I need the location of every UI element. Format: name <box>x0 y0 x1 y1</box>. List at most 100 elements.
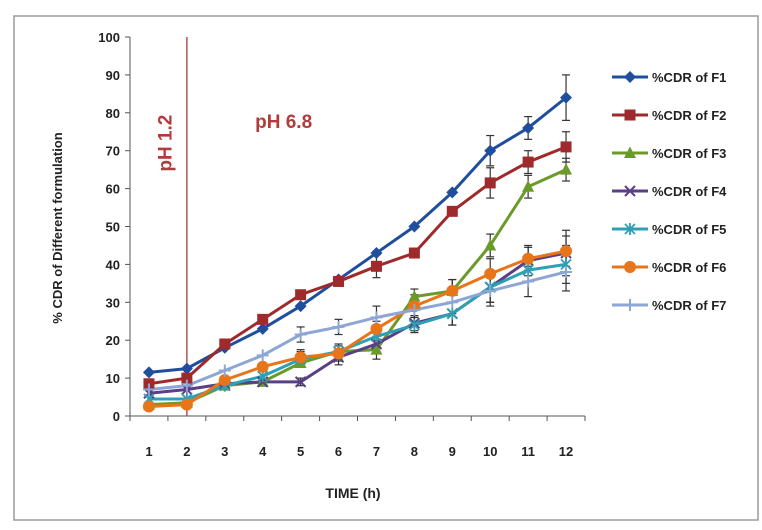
x-tick-label: 7 <box>373 444 380 459</box>
data-point <box>142 400 155 413</box>
data-point <box>294 300 307 313</box>
x-tick-label: 5 <box>297 444 304 459</box>
data-point <box>142 383 155 396</box>
data-point <box>370 260 382 272</box>
data-point <box>624 299 636 311</box>
data-point <box>370 322 383 335</box>
legend-entry: %CDR of F1 <box>612 70 726 85</box>
series-line <box>148 262 567 401</box>
y-tick-label: 40 <box>106 257 120 272</box>
x-tick-label: 3 <box>221 444 228 459</box>
x-tick-label: 9 <box>449 444 456 459</box>
x-axis-label: TIME (h) <box>325 485 380 501</box>
legend-entry: %CDR of F5 <box>612 222 726 237</box>
data-point <box>624 146 636 158</box>
data-point <box>408 290 421 302</box>
data-point <box>256 349 269 362</box>
data-point <box>180 379 193 392</box>
data-point <box>180 362 193 375</box>
legend-label: %CDR of F1 <box>652 70 726 85</box>
y-tick-label: 10 <box>106 371 120 386</box>
legend-entry: %CDR of F4 <box>612 184 727 199</box>
data-point <box>560 141 572 153</box>
data-point <box>522 252 535 265</box>
data-point <box>522 264 534 277</box>
y-tick-label: 80 <box>106 106 120 121</box>
data-point <box>408 319 421 332</box>
data-point <box>522 275 535 288</box>
data-point <box>370 343 383 355</box>
data-point <box>484 284 497 297</box>
data-point <box>181 372 193 384</box>
data-point <box>560 163 573 175</box>
legend-label: %CDR of F2 <box>652 108 726 123</box>
y-tick-label: 30 <box>106 295 120 310</box>
data-point <box>560 91 573 104</box>
data-point <box>484 144 497 157</box>
data-point <box>180 398 193 411</box>
legend-label: %CDR of F3 <box>652 146 726 161</box>
legend-label: %CDR of F5 <box>652 222 726 237</box>
data-point <box>142 366 155 379</box>
y-tick-label: 70 <box>106 144 120 159</box>
legend-entry: %CDR of F2 <box>612 108 726 123</box>
y-tick-label: 90 <box>106 68 120 83</box>
data-point <box>408 303 421 316</box>
data-point <box>522 180 535 192</box>
data-point <box>332 347 345 360</box>
x-tick-label: 10 <box>483 444 497 459</box>
data-point <box>446 307 458 320</box>
data-point <box>560 265 573 278</box>
data-point <box>333 275 345 287</box>
series-line <box>148 249 567 409</box>
data-point <box>484 267 497 280</box>
legend-entry: %CDR of F6 <box>612 260 726 275</box>
y-tick-label: 100 <box>98 30 120 45</box>
legend: %CDR of F1 %CDR of F2 %CDR of F3 %CDR of F4… <box>612 70 727 313</box>
x-tick-label: 11 <box>521 444 535 459</box>
data-point <box>218 364 231 377</box>
annotation-label: pH 1.2 <box>156 115 177 172</box>
data-point <box>446 186 459 199</box>
data-point <box>295 289 307 301</box>
y-tick-label: 20 <box>106 333 120 348</box>
data-point <box>370 311 383 324</box>
data-point <box>484 238 497 251</box>
marker-stroke <box>624 185 636 197</box>
data-point <box>446 296 459 309</box>
data-point <box>332 320 345 333</box>
series-line <box>148 145 567 386</box>
data-point <box>624 223 636 235</box>
series-line <box>148 270 567 391</box>
legend-label: %CDR of F6 <box>652 260 726 275</box>
data-point <box>560 245 573 258</box>
data-point <box>522 121 535 134</box>
y-tick-label: 50 <box>106 220 120 235</box>
data-point <box>256 360 269 373</box>
x-tick-label: 6 <box>335 444 342 459</box>
data-point <box>446 205 458 217</box>
y-axis-label: % CDR of Different formulation <box>50 132 65 323</box>
data-point <box>370 247 383 260</box>
data-point <box>522 156 534 168</box>
data-point <box>294 351 307 364</box>
data-point <box>624 71 636 83</box>
x-tick-label: 2 <box>183 444 190 459</box>
data-point <box>218 373 231 386</box>
data-point <box>408 220 421 233</box>
data-point <box>446 284 459 297</box>
y-tick-label: 0 <box>113 409 120 424</box>
data-point <box>257 313 269 325</box>
series-lines <box>148 96 567 409</box>
data-point <box>624 109 636 121</box>
legend-entry: %CDR of F7 <box>612 298 726 313</box>
annotations: pH 1.2 pH 6.8 <box>156 112 312 172</box>
data-point <box>408 247 420 259</box>
y-tick-label: 60 <box>106 182 120 197</box>
x-tick-label: 1 <box>145 444 152 459</box>
data-point <box>294 328 307 341</box>
x-tick-label: 8 <box>411 444 418 459</box>
